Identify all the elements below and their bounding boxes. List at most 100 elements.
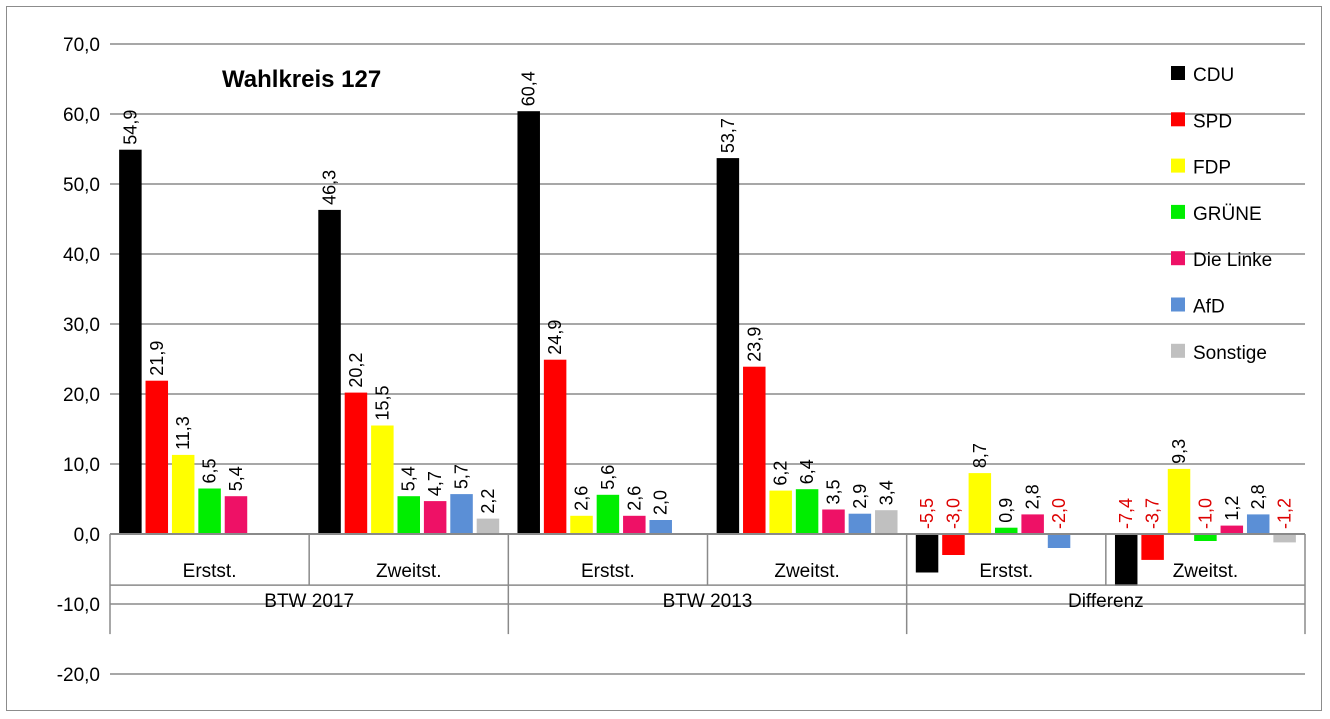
bar-value-label: -7,4 [1116,498,1136,529]
legend-label: FDP [1193,158,1231,179]
bar-value-label: 2,9 [850,484,870,509]
bar-die-linke [623,515,646,534]
x-axis: Erstst. Zweitst. BTW 2017 Erstst. Zweitst. BT… [109,533,1306,635]
bar-grüne [995,527,1018,534]
bar-value-label: 21,9 [147,341,167,376]
bar-value-label: 0,9 [996,498,1016,523]
bar-afd [1047,534,1071,548]
y-tick-label: 10,0 [63,455,100,476]
bar-value-label: 23,9 [744,327,764,362]
bar-value-label: 3,4 [876,480,896,505]
legend-label: AfD [1193,297,1225,318]
legend-swatch [1171,343,1185,358]
bar-spd [344,392,368,534]
legend: CDU SPD FDP GRÜNE Die Linke AfD Sonstige [1171,65,1272,364]
grid-lines [110,43,1305,675]
legend-swatch [1171,251,1185,266]
bar-grüne [596,494,620,534]
bar-fdp [570,515,593,534]
bar-value-label: -1,2 [1275,498,1295,529]
bar-value-label: 1,2 [1222,496,1242,521]
bar-cdu [915,534,939,573]
x-category-label: Zweitst. [376,561,441,582]
bar-grüne [1194,534,1217,541]
bar-fdp [371,425,394,534]
x-category-label: Erstst. [581,561,635,582]
bar-cdu [119,149,142,534]
bar-value-label: -3,0 [943,498,963,529]
bar-value-label: 5,7 [452,464,472,489]
bar-value-label: -3,7 [1143,498,1163,529]
data-labels: 54,9 21,9 11,3 6,5 5,4 46,3 20,2 15,5 5,4 4,7 5,7 2… [120,71,1294,529]
bar-value-label: -2,0 [1049,498,1069,529]
bar-die-linke [1220,525,1244,534]
bar-die-linke [822,509,845,534]
bar-value-label: 6,2 [771,461,791,486]
bar-cdu [716,158,740,534]
bar-value-label: 5,4 [226,466,246,491]
x-category-label: Zweitst. [1173,561,1238,582]
bar-value-label: 2,8 [1248,484,1268,509]
bar-spd [1141,534,1164,560]
y-tick-label: 20,0 [63,385,100,406]
bar-value-label: 46,3 [320,170,340,205]
legend-swatch [1171,112,1185,127]
bar-value-label: 5,6 [598,465,618,490]
legend-swatch [1171,158,1185,173]
bar-value-label: 53,7 [718,118,738,153]
legend-swatch [1171,66,1185,80]
legend-label: SPD [1193,111,1232,132]
y-tick-label: -20,0 [57,665,100,686]
bar-spd [543,359,567,534]
y-tick-label: 30,0 [63,315,100,336]
bar-sonstige [1273,534,1296,543]
bar-grüne [795,489,819,534]
bar-value-label: 60,4 [519,71,539,106]
y-tick-label: 50,0 [63,175,100,196]
bar-value-label: 8,7 [970,443,990,468]
x-group-label: BTW 2013 [663,591,753,612]
bar-value-label: -5,5 [917,498,937,529]
bar-value-label: 24,9 [545,320,565,355]
x-category-label: Erstst. [183,561,237,582]
y-tick-label: -10,0 [57,595,100,616]
bar-grüne [397,496,420,534]
bar-value-label: 2,6 [624,486,644,511]
y-tick-label: 0,0 [74,525,100,546]
bar-value-label: 5,4 [399,466,419,491]
bar-spd [145,380,169,534]
x-group-label: Differenz [1068,591,1144,612]
bar-value-label: 11,3 [173,416,193,450]
bar-cdu [318,209,341,534]
bar-value-label: 2,0 [651,490,671,515]
bar-value-label: 6,5 [200,458,220,483]
legend-label: GRÜNE [1193,204,1262,225]
chart-title: Wahlkreis 127 [222,66,381,93]
bar-cdu [517,111,540,534]
x-group-label: BTW 2017 [264,591,354,612]
bar-value-label: 2,2 [478,489,498,514]
bar-die-linke [224,496,248,534]
bar-grüne [198,488,221,534]
bar-spd [942,534,965,555]
bar-die-linke [423,501,447,534]
legend-swatch [1171,204,1185,219]
bar-afd [450,494,473,534]
bar-value-label: 54,9 [120,110,140,145]
bar-sonstige [875,510,898,534]
bar-value-label: 2,8 [1023,484,1043,509]
bar-afd [848,513,872,534]
y-tick-label: 60,0 [63,105,100,126]
bar-sonstige [476,518,500,534]
chart-frame [6,6,1322,711]
bar-value-label: 15,5 [372,385,392,420]
legend-label: Sonstige [1193,343,1267,364]
legend-swatch [1171,297,1185,312]
bars [119,111,1296,586]
bar-value-label: 9,3 [1169,439,1189,464]
bar-fdp [1167,468,1191,534]
bar-value-label: -1,0 [1195,498,1215,529]
bar-value-label: 2,6 [572,486,592,511]
bar-fdp [769,490,792,534]
